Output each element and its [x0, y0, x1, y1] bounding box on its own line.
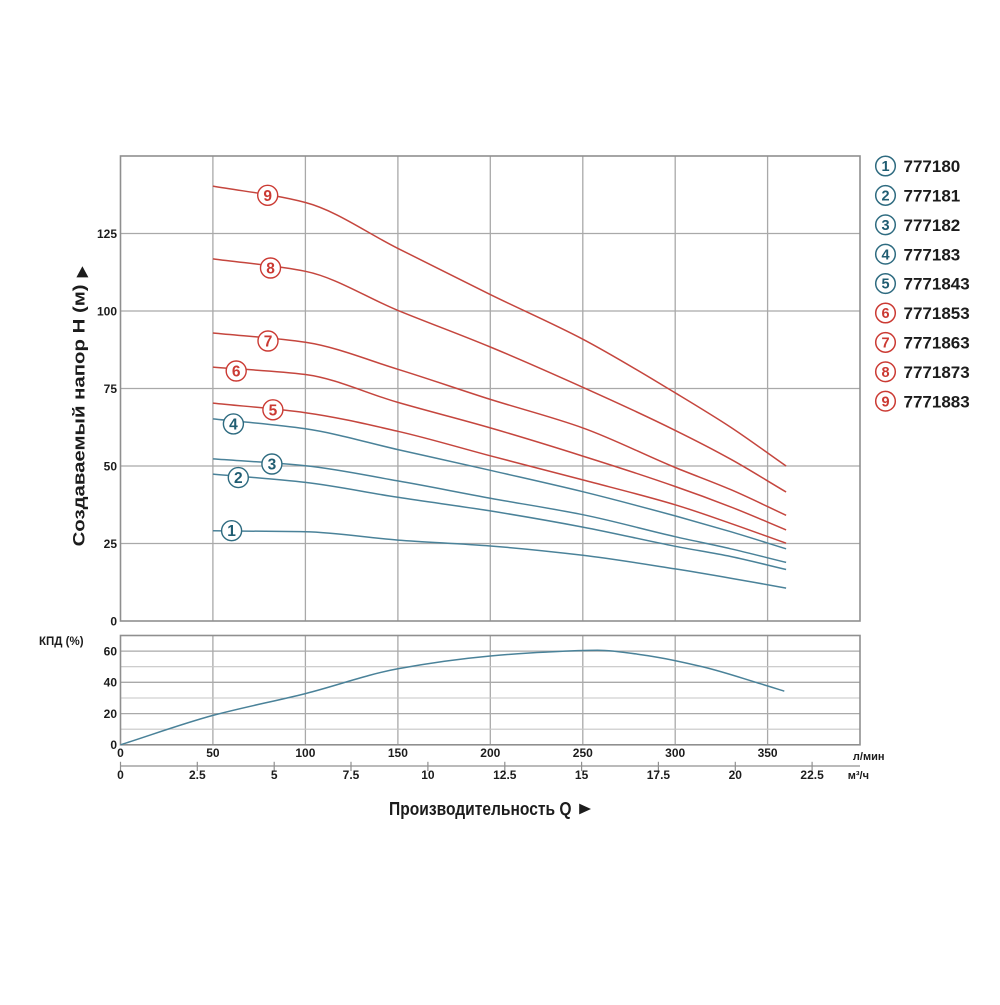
svg-text:5: 5: [881, 277, 889, 293]
svg-text:40: 40: [104, 676, 118, 690]
svg-text:4: 4: [881, 247, 889, 263]
svg-text:0: 0: [117, 746, 124, 760]
svg-text:3: 3: [268, 457, 277, 474]
svg-text:10: 10: [421, 768, 435, 782]
svg-text:777180: 777180: [904, 157, 961, 176]
svg-text:7771873: 7771873: [904, 363, 970, 382]
svg-text:60: 60: [104, 645, 118, 659]
svg-text:м³/ч: м³/ч: [848, 770, 869, 782]
svg-text:125: 125: [97, 227, 117, 241]
svg-text:25: 25: [104, 537, 118, 551]
svg-text:7771863: 7771863: [904, 334, 970, 353]
svg-text:0: 0: [110, 738, 117, 752]
svg-text:4: 4: [229, 416, 238, 433]
svg-text:л/мин: л/мин: [853, 751, 885, 763]
svg-text:7771853: 7771853: [904, 304, 970, 323]
svg-text:3: 3: [881, 218, 889, 234]
svg-text:200: 200: [480, 746, 500, 760]
svg-text:7771843: 7771843: [904, 275, 970, 294]
svg-text:2: 2: [234, 470, 243, 487]
svg-text:75: 75: [104, 382, 118, 396]
svg-text:8: 8: [881, 365, 889, 381]
svg-text:5: 5: [271, 768, 278, 782]
svg-text:777182: 777182: [904, 216, 961, 235]
svg-text:150: 150: [388, 746, 408, 760]
svg-text:7: 7: [881, 336, 889, 352]
svg-text:17.5: 17.5: [647, 768, 671, 782]
svg-text:50: 50: [206, 746, 220, 760]
svg-text:7: 7: [264, 334, 273, 351]
svg-text:6: 6: [881, 306, 889, 322]
svg-text:0: 0: [117, 768, 124, 782]
svg-text:2: 2: [881, 189, 889, 205]
svg-text:8: 8: [266, 261, 275, 278]
svg-text:Производительность Q: Производительность Q: [389, 799, 572, 819]
svg-text:7.5: 7.5: [343, 768, 360, 782]
svg-text:20: 20: [104, 707, 118, 721]
svg-text:1: 1: [227, 523, 236, 540]
svg-text:Создаваемый напор H (м): Создаваемый напор H (м): [71, 284, 89, 546]
svg-text:0: 0: [110, 614, 117, 628]
svg-text:5: 5: [269, 402, 278, 419]
svg-text:350: 350: [758, 746, 778, 760]
svg-text:100: 100: [295, 746, 315, 760]
svg-text:777181: 777181: [904, 187, 961, 206]
svg-text:250: 250: [573, 746, 593, 760]
svg-text:300: 300: [665, 746, 685, 760]
svg-text:1: 1: [881, 159, 889, 175]
svg-text:50: 50: [104, 459, 118, 473]
svg-text:9: 9: [881, 394, 889, 410]
svg-text:9: 9: [263, 188, 272, 205]
svg-text:777183: 777183: [904, 245, 961, 264]
svg-text:6: 6: [232, 364, 241, 381]
svg-text:2.5: 2.5: [189, 768, 206, 782]
svg-text:100: 100: [97, 304, 117, 318]
svg-text:КПД (%): КПД (%): [39, 636, 84, 648]
svg-text:7771883: 7771883: [904, 392, 970, 411]
svg-text:22.5: 22.5: [800, 768, 824, 782]
svg-text:12.5: 12.5: [493, 768, 517, 782]
svg-text:15: 15: [575, 768, 589, 782]
svg-text:20: 20: [729, 768, 743, 782]
